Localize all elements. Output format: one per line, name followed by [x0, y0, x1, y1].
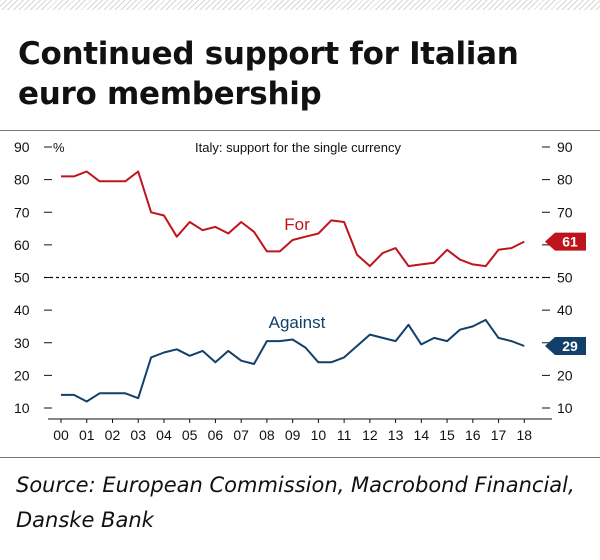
x-tick-label: 12	[362, 427, 378, 443]
x-tick-label: 01	[79, 427, 95, 443]
x-tick-label: 14	[414, 427, 430, 443]
y-tick-label-right: 10	[557, 400, 573, 416]
series-label-against: Against	[269, 313, 326, 332]
x-tick-label: 11	[337, 427, 352, 443]
y-tick-label-right: 40	[557, 302, 573, 318]
decorative-hatch-band	[0, 0, 600, 10]
y-unit-label: %	[53, 140, 65, 155]
x-tick-label: 03	[130, 427, 146, 443]
end-value-tag-against	[545, 337, 586, 356]
y-tick-label-left: 10	[14, 400, 30, 416]
top-divider	[0, 130, 600, 131]
y-tick-label-left: 40	[14, 302, 30, 318]
x-tick-label: 06	[208, 427, 224, 443]
y-tick-label-left: 90	[14, 139, 30, 155]
y-tick-label-left: 20	[14, 367, 30, 383]
series-label-for: For	[284, 215, 310, 234]
x-tick-label: 10	[311, 427, 327, 443]
x-tick-label: 00	[53, 427, 69, 443]
x-tick-label: 05	[182, 427, 198, 443]
x-tick-label: 16	[465, 427, 481, 443]
series-line-for	[61, 170, 525, 268]
x-tick-label: 13	[388, 427, 404, 443]
y-tick-label-right: 90	[557, 139, 573, 155]
y-tick-label-left: 50	[14, 270, 30, 286]
page-title: Continued support for Italian euro membe…	[18, 36, 519, 112]
y-tick-label-right: 50	[557, 270, 573, 286]
chart-subtitle: Italy: support for the single currency	[195, 140, 401, 155]
x-tick-label: 08	[259, 427, 275, 443]
y-tick-label-left: 70	[14, 204, 30, 220]
y-tick-label-right: 20	[557, 367, 573, 383]
y-tick-label-left: 80	[14, 172, 30, 188]
end-value-label-against: 29	[562, 338, 578, 354]
line-chart: 101020203030404050506060707080809090%Ita…	[14, 139, 586, 443]
bottom-divider	[0, 457, 600, 458]
y-tick-label-right: 70	[557, 204, 573, 220]
y-tick-label-left: 60	[14, 237, 30, 253]
x-tick-label: 07	[233, 427, 249, 443]
x-tick-label: 04	[156, 427, 172, 443]
x-tick-label: 15	[439, 427, 455, 443]
x-tick-label: 17	[491, 427, 507, 443]
end-value-tag-for	[545, 232, 586, 251]
x-tick-label: 02	[105, 427, 121, 443]
end-value-label-for: 61	[562, 234, 578, 250]
series-line-against	[61, 318, 525, 403]
source-note: Source: European Commission, Macrobond F…	[16, 473, 575, 532]
x-tick-label: 09	[285, 427, 301, 443]
x-tick-label: 18	[516, 427, 532, 443]
y-tick-label-right: 80	[557, 172, 573, 188]
y-tick-label-left: 30	[14, 335, 30, 351]
